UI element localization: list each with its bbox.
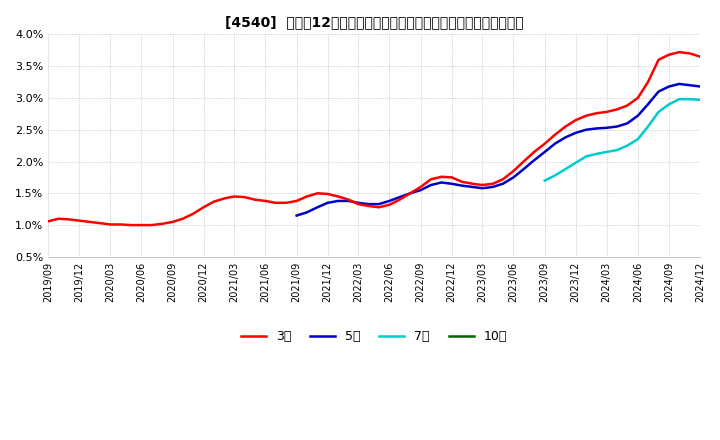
Title: [4540]  売上高12か月移動合計の対前年同期増減率の標準偏差の推移: [4540] 売上高12か月移動合計の対前年同期増減率の標準偏差の推移 [225, 15, 523, 29]
Legend: 3年, 5年, 7年, 10年: 3年, 5年, 7年, 10年 [236, 326, 512, 348]
Line: 5年: 5年 [297, 84, 700, 216]
Line: 7年: 7年 [545, 99, 700, 180]
Line: 3年: 3年 [48, 52, 700, 225]
